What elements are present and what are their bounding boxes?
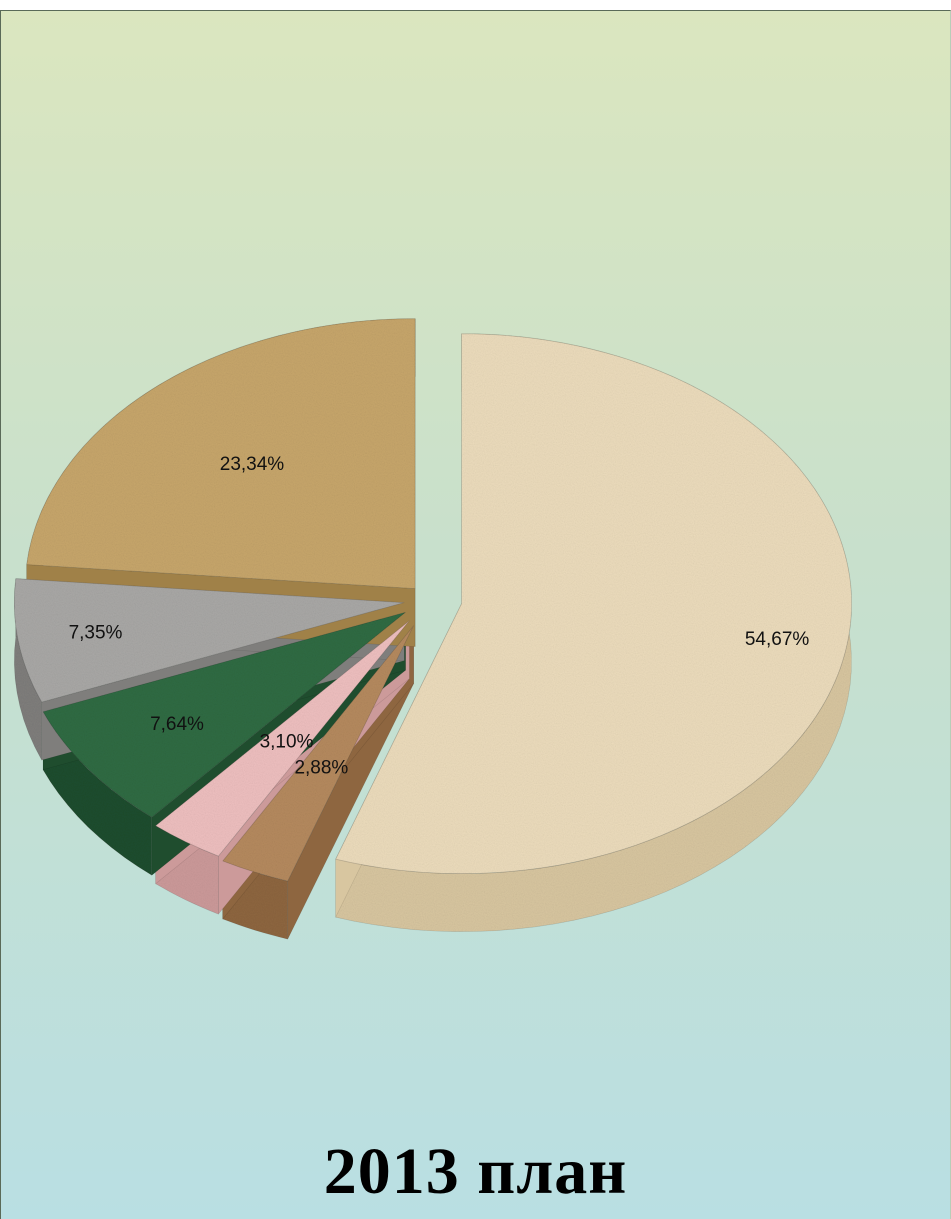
pie-slice-6 <box>26 318 416 590</box>
pie-tops <box>13 318 852 882</box>
pie-slice-4 <box>42 611 406 818</box>
pie-labels: 54,67% 2,88% 3,10% 7,64% 7,35% 23,34% <box>69 454 810 778</box>
pie-slice-3 <box>154 620 410 857</box>
pie-slice-5 <box>13 578 405 703</box>
pie-slice-label-3: 3,10% <box>260 731 314 752</box>
pie-slice-label-5: 7,35% <box>69 623 123 644</box>
pie-slice-label-2: 2,88% <box>294 758 348 779</box>
pie-slice-label-6: 23,34% <box>220 454 285 475</box>
pie-slice-label-4: 7,64% <box>150 714 204 735</box>
top-margin <box>0 0 951 10</box>
pie-slice-2 <box>222 625 415 882</box>
pie-slice-1 <box>335 333 852 875</box>
chart-title: 2013 план <box>323 1135 628 1208</box>
pie-slice-label-1: 54,67% <box>745 629 810 650</box>
